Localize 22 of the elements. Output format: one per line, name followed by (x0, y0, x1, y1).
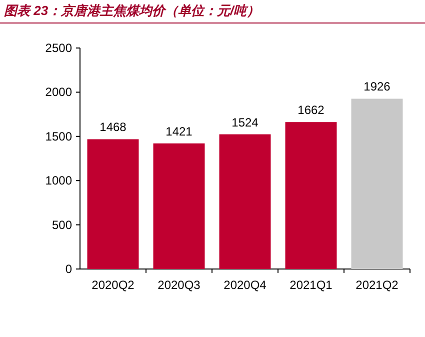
chart-title: 图表 23：京唐港主焦煤均价（单位：元/吨） (4, 3, 260, 18)
y-tick-label: 1000 (45, 174, 72, 188)
data-label: 1468 (100, 120, 127, 134)
data-label: 1421 (166, 124, 193, 138)
y-tick-label: 2500 (45, 41, 72, 55)
y-tick-label: 500 (52, 218, 72, 232)
data-label: 1662 (298, 103, 325, 118)
data-label: 1926 (364, 80, 391, 94)
y-tick-label: 2000 (45, 85, 72, 100)
bar (219, 134, 271, 269)
y-tick-label: 0 (65, 262, 72, 276)
x-tick-label: 2021Q1 (290, 278, 333, 292)
x-tick-label: 2020Q2 (92, 278, 135, 292)
y-tick-label: 1500 (45, 129, 72, 144)
bar (153, 143, 205, 269)
x-tick-label: 2020Q4 (224, 278, 267, 292)
bar (351, 98, 403, 269)
x-tick-label: 2021Q2 (356, 278, 399, 292)
bar (285, 122, 337, 269)
data-label: 1524 (232, 115, 259, 130)
x-tick-label: 2020Q3 (158, 278, 201, 292)
bar (87, 139, 139, 269)
